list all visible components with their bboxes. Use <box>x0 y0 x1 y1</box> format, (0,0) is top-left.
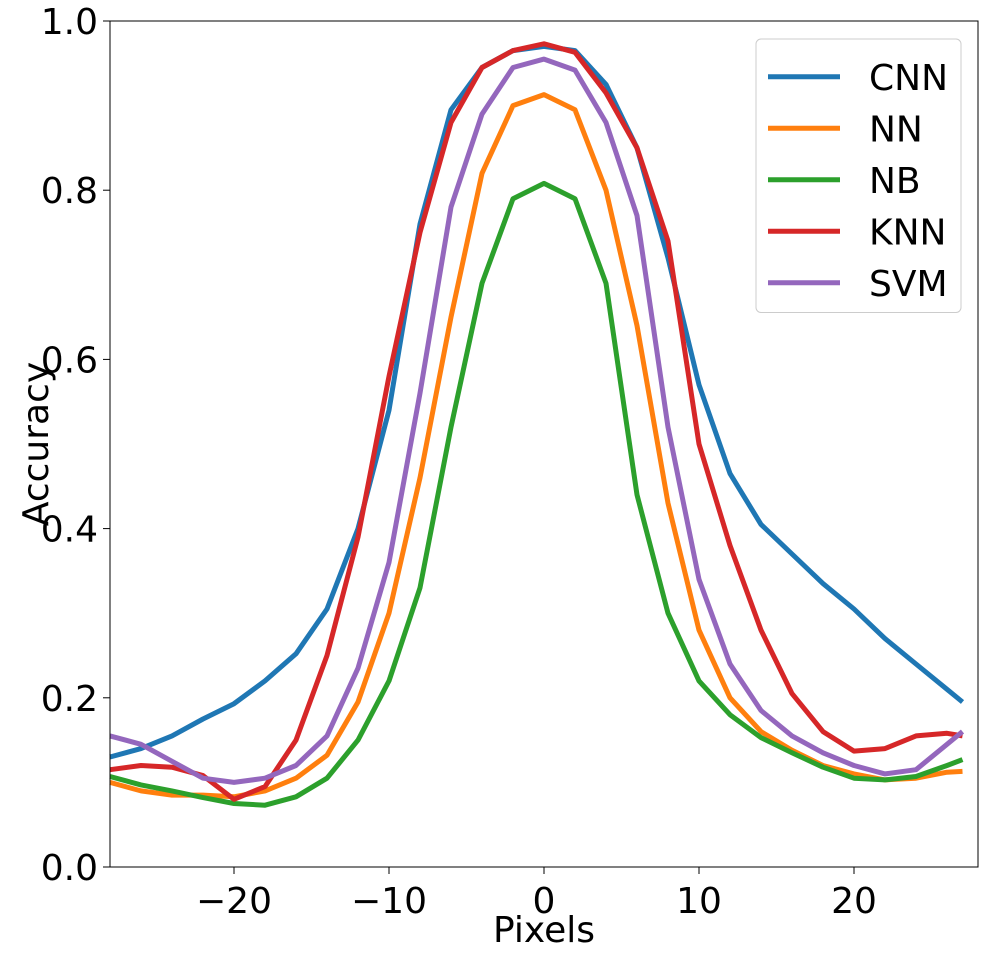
x-tick-label: 10 <box>676 881 722 922</box>
legend-box <box>755 38 962 313</box>
x-axis-label: Pixels <box>493 910 595 951</box>
y-axis-label: Accuracy <box>16 362 57 526</box>
y-tick-label: 0.0 <box>41 848 98 889</box>
series-line-cnn <box>109 43 965 760</box>
y-tick-label: 1.0 <box>41 2 98 43</box>
y-tick-label: 0.2 <box>41 679 98 720</box>
y-tick-label: 0.8 <box>41 171 98 212</box>
legend-label-knn: KNN <box>869 212 946 253</box>
legend-label-nn: NN <box>869 109 923 150</box>
legend-label-svm: SVM <box>869 264 948 305</box>
axes-layer: −20 −10 0 10 20 0.0 0.2 0.4 0.6 0.8 1.0 <box>41 2 877 922</box>
y-tick-label: 0.4 <box>41 510 98 551</box>
series-layer <box>109 41 965 808</box>
x-tick-label: 0 <box>533 881 556 922</box>
y-tick-label: 0.6 <box>41 340 98 381</box>
legend: CNN NN NB KNN SVM <box>755 38 962 313</box>
legend-label-cnn: CNN <box>869 58 948 99</box>
legend-label-nb: NB <box>869 161 921 202</box>
series-line-knn <box>109 41 963 802</box>
series-line-svm <box>109 56 965 785</box>
x-tick-label: −10 <box>351 881 427 922</box>
x-tick-label: −20 <box>196 881 272 922</box>
x-tick-label: 20 <box>831 881 877 922</box>
series-line-nb <box>109 180 964 808</box>
